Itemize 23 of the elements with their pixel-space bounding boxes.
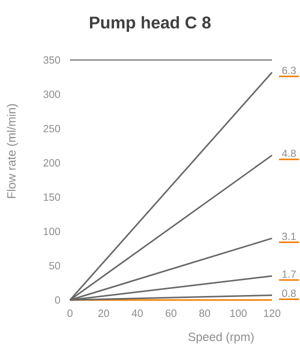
x-tick-label: 40 (132, 310, 143, 317)
series-label: 1.7 (282, 270, 296, 278)
series-label: 0.8 (282, 290, 296, 298)
y-tick-label: 300 (43, 90, 60, 98)
y-tick-label: 250 (44, 124, 60, 132)
y-axis-title: Flow rate (ml/min) (6, 104, 18, 198)
x-tick-label: 80 (199, 310, 210, 317)
x-tick-label: 100 (230, 310, 247, 317)
x-tick-label: 120 (264, 310, 280, 317)
y-tick-label: 350 (43, 56, 60, 64)
series-label: 6.3 (282, 66, 296, 74)
series-label: 3.1 (282, 232, 296, 240)
y-tick-label: 150 (44, 193, 60, 201)
chart-title: Pump head C 8 (90, 16, 211, 32)
x-tick-label: 0 (67, 310, 72, 317)
x-tick-label: 20 (98, 310, 110, 317)
x-axis-title: Speed (rpm) (188, 332, 254, 344)
series-label: 4.8 (282, 150, 296, 158)
x-tick-label: 60 (166, 310, 176, 317)
y-tick-label: 50 (49, 262, 60, 270)
y-tick-label: 0 (55, 296, 60, 304)
y-tick-label: 200 (44, 159, 60, 167)
y-tick-label: 100 (44, 228, 60, 236)
